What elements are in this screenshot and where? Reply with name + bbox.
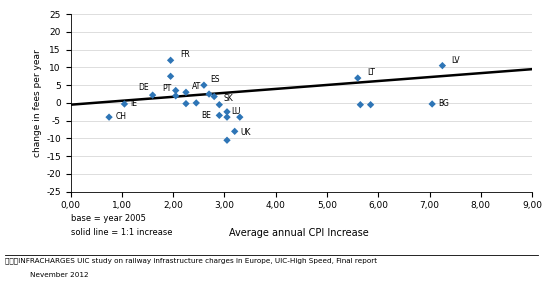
Text: Nevember 2012: Nevember 2012 bbox=[30, 272, 89, 278]
Text: Average annual CPI Increase: Average annual CPI Increase bbox=[229, 228, 369, 238]
Point bbox=[120, 102, 129, 106]
Point bbox=[166, 74, 175, 79]
Text: LV: LV bbox=[452, 56, 460, 65]
Text: BE: BE bbox=[201, 111, 211, 120]
Point bbox=[148, 93, 157, 97]
Point bbox=[223, 138, 231, 142]
Point bbox=[428, 102, 437, 106]
Point bbox=[181, 102, 190, 106]
Text: BG: BG bbox=[438, 98, 449, 107]
Point bbox=[105, 115, 113, 119]
Text: SK: SK bbox=[223, 94, 233, 103]
Point bbox=[223, 110, 231, 114]
Point bbox=[172, 94, 180, 98]
Point bbox=[223, 115, 231, 119]
Text: DE: DE bbox=[138, 83, 149, 92]
Point bbox=[181, 90, 190, 94]
Text: AT: AT bbox=[192, 82, 201, 91]
Point bbox=[172, 88, 180, 93]
Point bbox=[205, 92, 213, 96]
Text: UK: UK bbox=[241, 128, 251, 137]
Point bbox=[200, 83, 209, 87]
Point bbox=[438, 63, 447, 68]
Point bbox=[215, 102, 224, 107]
Text: solid line = 1:1 increase: solid line = 1:1 increase bbox=[71, 228, 172, 237]
Text: ES: ES bbox=[210, 75, 219, 84]
Point bbox=[210, 94, 218, 99]
Point bbox=[356, 102, 365, 107]
Text: CH: CH bbox=[115, 112, 126, 121]
Text: base = year 2005: base = year 2005 bbox=[71, 214, 146, 223]
Text: FR: FR bbox=[180, 50, 190, 59]
Point bbox=[236, 115, 244, 119]
Point bbox=[192, 101, 200, 105]
Text: IE: IE bbox=[130, 98, 137, 107]
Text: LT: LT bbox=[367, 68, 375, 77]
Text: LU: LU bbox=[231, 107, 241, 116]
Text: 자료：INFRACHARGES UIC study on railway infrastructure charges in Europe, UIC-High : 자료：INFRACHARGES UIC study on railway inf… bbox=[5, 257, 377, 264]
Text: PT: PT bbox=[162, 84, 172, 93]
Point bbox=[366, 102, 375, 107]
Point bbox=[215, 113, 224, 118]
Y-axis label: change in fees per year: change in fees per year bbox=[33, 49, 42, 157]
Point bbox=[166, 58, 175, 63]
Point bbox=[230, 129, 239, 134]
Point bbox=[353, 76, 362, 80]
